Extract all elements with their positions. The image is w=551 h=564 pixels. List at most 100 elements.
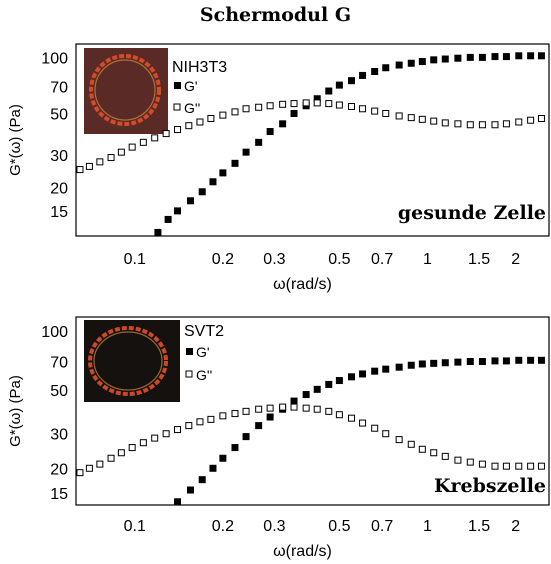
data-point: [335, 411, 343, 419]
data-point: [162, 430, 170, 438]
data-point: [466, 53, 474, 61]
data-point: [154, 228, 162, 236]
data-point: [407, 361, 415, 369]
data-point: [418, 115, 426, 123]
x-tick-label: 0.2: [212, 251, 234, 268]
data-point: [266, 404, 274, 412]
data-point: [454, 120, 462, 128]
data-point: [359, 370, 367, 378]
data-point: [537, 52, 545, 60]
series-g-prime: [174, 356, 545, 506]
y-tick-label: 50: [50, 106, 68, 123]
data-point: [302, 404, 310, 412]
cell-membrane-ring: [89, 54, 161, 126]
x-tick-label: 0.5: [328, 518, 350, 535]
data-point: [231, 410, 239, 418]
data-point: [209, 464, 217, 472]
y-tick-label: 50: [50, 383, 68, 400]
x-tick-label: 1: [423, 518, 432, 535]
data-point: [430, 117, 438, 125]
x-tick-label: 2: [511, 518, 520, 535]
x-tick-label: 0.7: [371, 518, 393, 535]
cell-line-label: NIH3T3: [172, 59, 227, 76]
data-point: [407, 59, 415, 67]
data-point: [242, 433, 250, 441]
data-point: [242, 407, 250, 415]
data-point: [537, 114, 545, 122]
x-tick-label: 0.3: [263, 518, 285, 535]
y-axis-label: G*(ω) (Pa): [7, 104, 24, 176]
cell-membrane-inner: [94, 59, 156, 121]
data-point: [515, 118, 523, 126]
cell-type-annotation: Krebszelle: [434, 475, 546, 497]
data-point: [371, 424, 379, 432]
data-point: [491, 462, 499, 470]
data-point: [185, 122, 193, 130]
data-point: [478, 358, 486, 366]
data-point: [441, 55, 449, 63]
data-point: [231, 444, 239, 452]
data-point: [418, 360, 426, 368]
data-point: [128, 444, 136, 452]
data-point: [302, 99, 310, 107]
data-point: [502, 120, 510, 128]
data-point: [219, 111, 227, 119]
data-point: [335, 81, 343, 89]
cell-membrane-inner: [93, 331, 163, 391]
data-point: [266, 128, 274, 136]
x-axis-label: ω(rad/s): [273, 543, 332, 560]
data-point: [139, 439, 147, 447]
data-point: [491, 121, 499, 129]
y-tick-label: 15: [50, 204, 68, 221]
data-point: [151, 134, 159, 142]
data-point: [325, 380, 333, 388]
data-point: [502, 462, 510, 470]
data-point: [279, 120, 287, 128]
data-point: [395, 61, 403, 69]
data-point: [313, 405, 321, 413]
data-point: [107, 154, 115, 162]
data-point: [430, 56, 438, 64]
data-point: [207, 415, 215, 423]
data-point: [290, 100, 298, 108]
data-point: [418, 58, 426, 66]
data-point: [174, 498, 182, 506]
data-point: [266, 413, 274, 421]
data-point: [255, 422, 263, 430]
data-point: [382, 109, 390, 117]
data-point: [174, 426, 182, 434]
data-point: [515, 52, 523, 60]
legend-marker-filled: [186, 348, 193, 355]
legend-marker-open: [173, 103, 181, 111]
data-point: [418, 445, 426, 453]
data-point: [242, 148, 250, 156]
y-tick-label: 100: [41, 324, 68, 341]
data-point: [527, 52, 535, 60]
data-point: [186, 197, 194, 205]
data-point: [117, 148, 125, 156]
data-point: [407, 440, 415, 448]
data-point: [537, 356, 545, 364]
data-point: [502, 357, 510, 365]
data-point: [185, 422, 193, 430]
chart-panel-2: 100 70 50 30 20 15 0.1 0.2 0.3 0.5 0.7 1 1.5 2 G*(ω) (…: [7, 316, 550, 560]
data-point: [335, 101, 343, 109]
data-point: [186, 486, 194, 494]
data-point: [198, 188, 206, 196]
data-point: [371, 68, 379, 76]
data-point: [382, 64, 390, 72]
legend-marker-filled: [174, 82, 181, 89]
data-point: [255, 138, 263, 146]
data-point: [527, 356, 535, 364]
legend-marker-open: [185, 370, 193, 378]
x-tick-label: 2: [511, 251, 520, 268]
x-tick-label: 0.5: [328, 251, 350, 268]
data-point: [219, 169, 227, 177]
data-point: [515, 356, 523, 364]
plot-frame: [75, 316, 550, 506]
cell-image: [84, 48, 168, 134]
chart-panel-1: 100 70 50 30 20 15 0.1 0.2 0.3 0.5 0.7 1 1.5 2 G*(ω) (…: [7, 43, 550, 293]
data-point: [255, 405, 263, 413]
data-point: [164, 215, 172, 223]
data-point: [491, 53, 499, 61]
